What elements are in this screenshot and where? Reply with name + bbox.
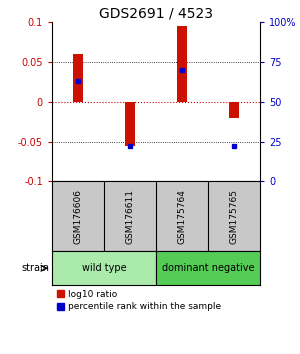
- Text: wild type: wild type: [82, 263, 126, 273]
- Text: GSM175765: GSM175765: [230, 189, 238, 244]
- Bar: [125, 102, 135, 145]
- Legend: log10 ratio, percentile rank within the sample: log10 ratio, percentile rank within the …: [56, 290, 221, 312]
- Text: GSM175764: GSM175764: [178, 189, 187, 244]
- Bar: [73, 54, 83, 102]
- Text: GSM176606: GSM176606: [74, 189, 82, 244]
- Bar: [229, 102, 239, 118]
- Text: dominant negative: dominant negative: [162, 263, 254, 273]
- Text: GSM176611: GSM176611: [125, 189, 134, 244]
- Text: strain: strain: [21, 263, 50, 273]
- Bar: [177, 26, 187, 102]
- Title: GDS2691 / 4523: GDS2691 / 4523: [99, 7, 213, 21]
